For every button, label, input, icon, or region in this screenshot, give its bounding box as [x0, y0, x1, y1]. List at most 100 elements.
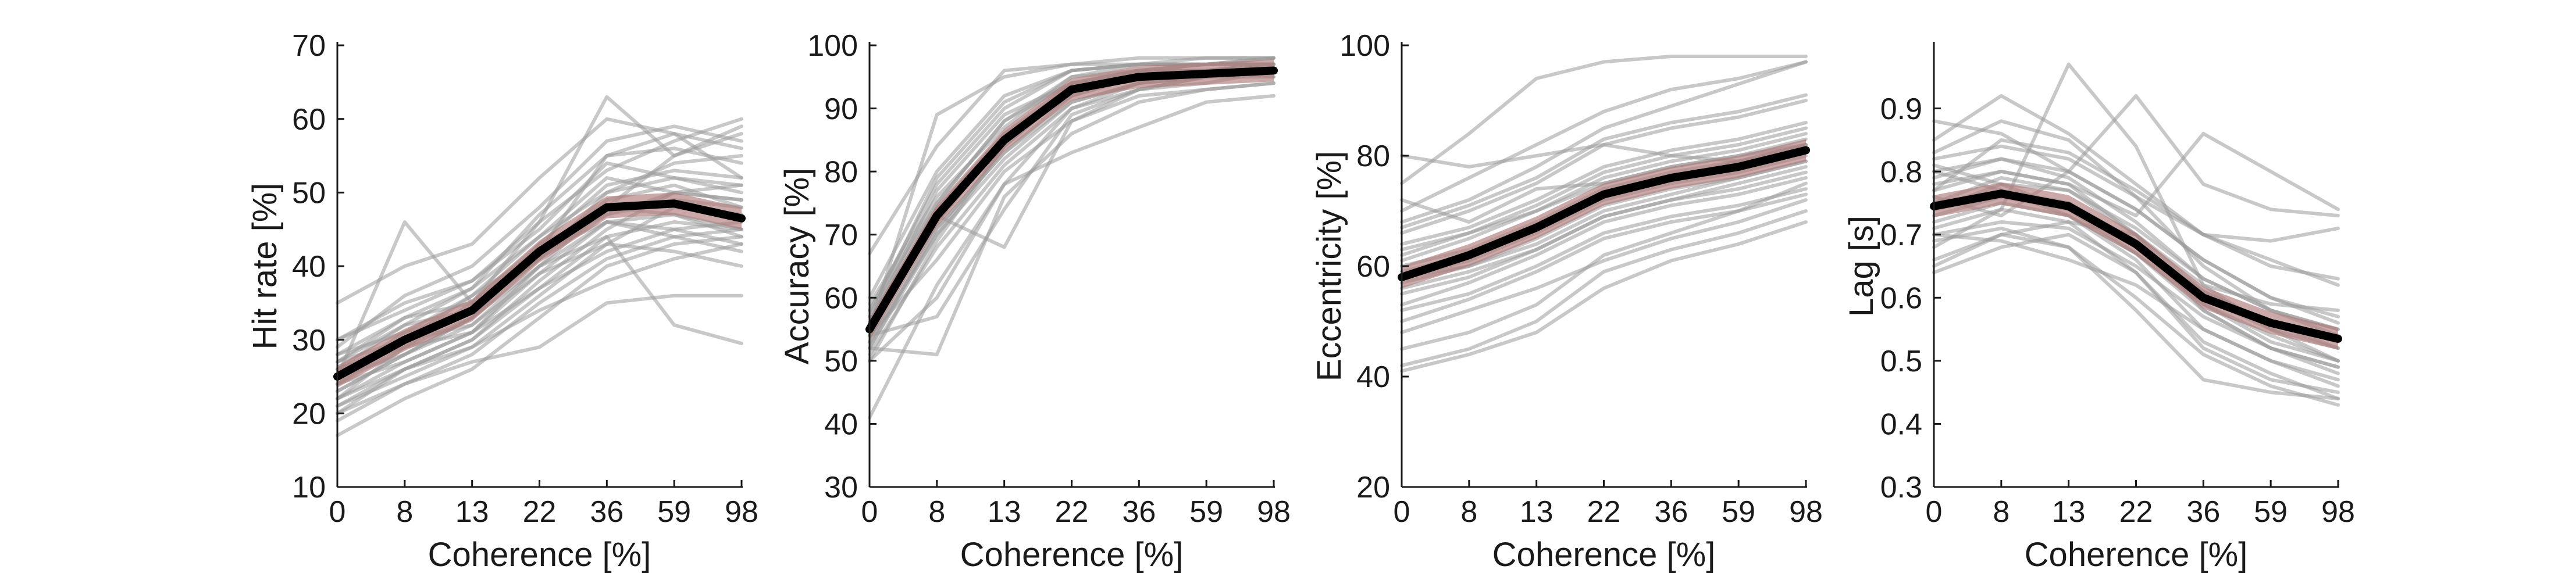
y-tick-label: 30: [824, 471, 858, 504]
subject-line-8: [1400, 198, 1808, 334]
x-tick-label: 8: [928, 495, 945, 529]
subject-line-21: [1932, 144, 2340, 287]
subject-line-25: [336, 117, 743, 305]
x-tick-label: 0: [1926, 495, 1943, 529]
x-tick-label: 0: [1394, 495, 1410, 529]
y-axis-label: Lag [s]: [1843, 216, 1880, 317]
x-axis-label: Coherence [%]: [960, 536, 1184, 573]
x-tick-label: 36: [590, 495, 623, 529]
subject-line-21: [868, 94, 1275, 363]
subject-line-24: [1400, 181, 1808, 351]
x-tick-label: 13: [1520, 495, 1554, 529]
y-tick-label: 60: [1356, 250, 1390, 284]
subject-line-11: [1400, 209, 1808, 367]
subject-line-19: [1400, 165, 1808, 290]
subject-line-26: [336, 293, 743, 416]
y-axis-label: Hit rate [%]: [246, 183, 284, 350]
y-tick-label: 0.7: [1880, 219, 1922, 252]
x-tick-label: 98: [1789, 495, 1823, 529]
y-axis-label: Eccentricity [%]: [1310, 151, 1348, 381]
subject-line-17: [1400, 220, 1808, 373]
y-tick-label: 50: [292, 177, 326, 210]
x-tick-label: 98: [1257, 495, 1291, 529]
x-tick-label: 36: [2186, 495, 2220, 529]
y-tick-label: 0.5: [1880, 345, 1922, 378]
x-tick-label: 59: [1189, 495, 1223, 529]
y-tick-label: 70: [292, 29, 326, 63]
subject-line-24: [1932, 232, 2340, 400]
subject-line-12: [1400, 55, 1808, 185]
subject-line-19: [868, 56, 1275, 256]
subject-line-14: [1932, 132, 2340, 218]
chart-panel-4: 0.3 0.4 0.5 0.6 0.7 0.8 0.9 0 8 13 22 36 59 98 Coheren…: [1843, 42, 2355, 573]
chart-panel-2: 30 40 50 60 70 80 90 100 0 8 13 22 36 59 98 Coherence […: [778, 29, 1291, 573]
subject-line-18: [1400, 93, 1808, 230]
x-tick-label: 22: [1055, 495, 1089, 529]
x-tick-label: 8: [1460, 495, 1477, 529]
x-tick-label: 59: [657, 495, 691, 529]
y-tick-label: 80: [1356, 139, 1390, 173]
subject-line-13: [868, 81, 1275, 356]
x-tick-label: 22: [1587, 495, 1621, 529]
y-tick-label: 0.6: [1880, 281, 1922, 315]
x-tick-label: 8: [396, 495, 413, 529]
subject-line-11: [1932, 94, 2340, 218]
x-tick-label: 36: [1654, 495, 1688, 529]
x-tick-label: 13: [455, 495, 489, 529]
subject-line-8: [1932, 94, 2340, 281]
y-tick-label: 20: [292, 397, 326, 431]
subject-line-23: [1932, 138, 2340, 243]
x-axis-label: Coherence [%]: [2025, 536, 2248, 573]
subject-line-7: [1400, 60, 1808, 213]
x-tick-label: 98: [725, 495, 758, 529]
subject-line-24: [336, 242, 743, 408]
y-axis-label: Accuracy [%]: [778, 168, 816, 364]
y-tick-label: 10: [292, 471, 326, 504]
x-tick-label: 98: [2321, 495, 2355, 529]
subject-line-15: [1400, 176, 1808, 307]
y-tick-label: 70: [824, 219, 858, 252]
subject-line-9: [1400, 121, 1808, 246]
y-tick-label: 0.8: [1880, 155, 1922, 189]
mean-error-band: [1402, 139, 1806, 288]
subject-line-5: [1400, 187, 1808, 312]
subject-line-16: [336, 235, 743, 438]
x-axis-label: Coherence [%]: [428, 536, 651, 573]
y-tick-label: 0.3: [1880, 471, 1922, 504]
y-tick-label: 30: [292, 324, 326, 357]
subject-line-25: [1400, 60, 1808, 224]
y-tick-label: 40: [292, 250, 326, 284]
y-tick-label: 20: [1356, 471, 1390, 504]
subject-line-6: [336, 161, 743, 342]
subject-line-18: [1932, 157, 2340, 325]
y-tick-label: 40: [1356, 360, 1390, 394]
y-tick-label: 80: [824, 155, 858, 189]
y-tick-label: 0.9: [1880, 92, 1922, 126]
chart-panel-1: 10 20 30 40 50 60 70 0 8 13 22 36 59 98 Coherence [%] H…: [246, 29, 758, 573]
x-tick-label: 59: [1722, 495, 1755, 529]
x-tick-label: 13: [988, 495, 1021, 529]
y-tick-label: 60: [292, 103, 326, 137]
subject-line-19: [1932, 207, 2340, 400]
x-tick-label: 36: [1122, 495, 1156, 529]
subject-line-13: [1932, 232, 2340, 382]
subject-line-4: [1932, 119, 2340, 318]
subject-line-22: [1932, 226, 2340, 407]
x-tick-label: 0: [329, 495, 346, 529]
subject-line-16: [1400, 132, 1808, 263]
x-tick-label: 59: [2254, 495, 2288, 529]
x-tick-label: 13: [2052, 495, 2086, 529]
x-axis-label: Coherence [%]: [1492, 536, 1716, 573]
x-tick-label: 8: [1993, 495, 2010, 529]
y-tick-label: 0.4: [1880, 408, 1922, 442]
x-tick-label: 0: [861, 495, 878, 529]
x-tick-label: 22: [523, 495, 557, 529]
chart-panel-3: 20 40 60 80 100 0 8 13 22 36 59 98 Coherence [%] Ecce…: [1310, 29, 1823, 573]
y-tick-label: 90: [824, 92, 858, 126]
subject-line-22: [336, 220, 743, 386]
y-tick-label: 40: [824, 408, 858, 442]
y-tick-label: 50: [824, 345, 858, 378]
subject-line-17: [336, 146, 743, 364]
subject-line-21: [336, 117, 743, 342]
